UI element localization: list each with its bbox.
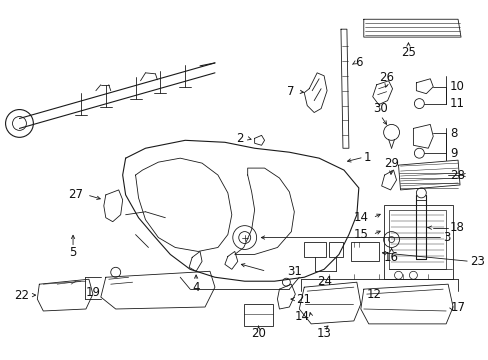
Text: 18: 18	[449, 221, 464, 234]
Text: 1: 1	[363, 151, 370, 164]
Text: 4: 4	[192, 281, 200, 294]
Text: 8: 8	[449, 127, 457, 140]
Text: 9: 9	[449, 147, 457, 160]
Text: 21: 21	[296, 293, 311, 306]
Bar	[328, 242, 342, 257]
Text: 7: 7	[286, 85, 294, 98]
Text: 19: 19	[86, 285, 101, 299]
Text: 31: 31	[286, 265, 301, 278]
Text: 20: 20	[251, 327, 265, 340]
Text: 29: 29	[383, 157, 398, 170]
Text: 5: 5	[69, 246, 77, 259]
Text: 26: 26	[378, 71, 393, 84]
Bar	[304, 242, 325, 257]
Text: 14: 14	[353, 211, 368, 224]
Text: 25: 25	[400, 46, 415, 59]
Text: 24: 24	[317, 275, 332, 288]
Text: 11: 11	[449, 97, 464, 110]
Text: 27: 27	[68, 188, 83, 201]
Text: 10: 10	[449, 80, 464, 93]
Text: 30: 30	[372, 102, 387, 115]
Text: 2: 2	[236, 132, 243, 145]
Bar	[243, 304, 273, 326]
Text: 17: 17	[450, 301, 465, 314]
Text: 15: 15	[353, 228, 368, 241]
Text: 12: 12	[366, 288, 381, 301]
Text: 22: 22	[14, 289, 29, 302]
Text: 13: 13	[316, 327, 331, 340]
Text: 3: 3	[442, 231, 449, 244]
Bar	[388, 210, 445, 269]
Text: 14: 14	[294, 310, 308, 323]
Bar	[350, 242, 378, 261]
Text: 28: 28	[449, 168, 464, 181]
Text: 16: 16	[383, 251, 398, 264]
Bar	[383, 205, 452, 279]
Text: 23: 23	[469, 255, 484, 268]
Text: 6: 6	[354, 57, 362, 69]
